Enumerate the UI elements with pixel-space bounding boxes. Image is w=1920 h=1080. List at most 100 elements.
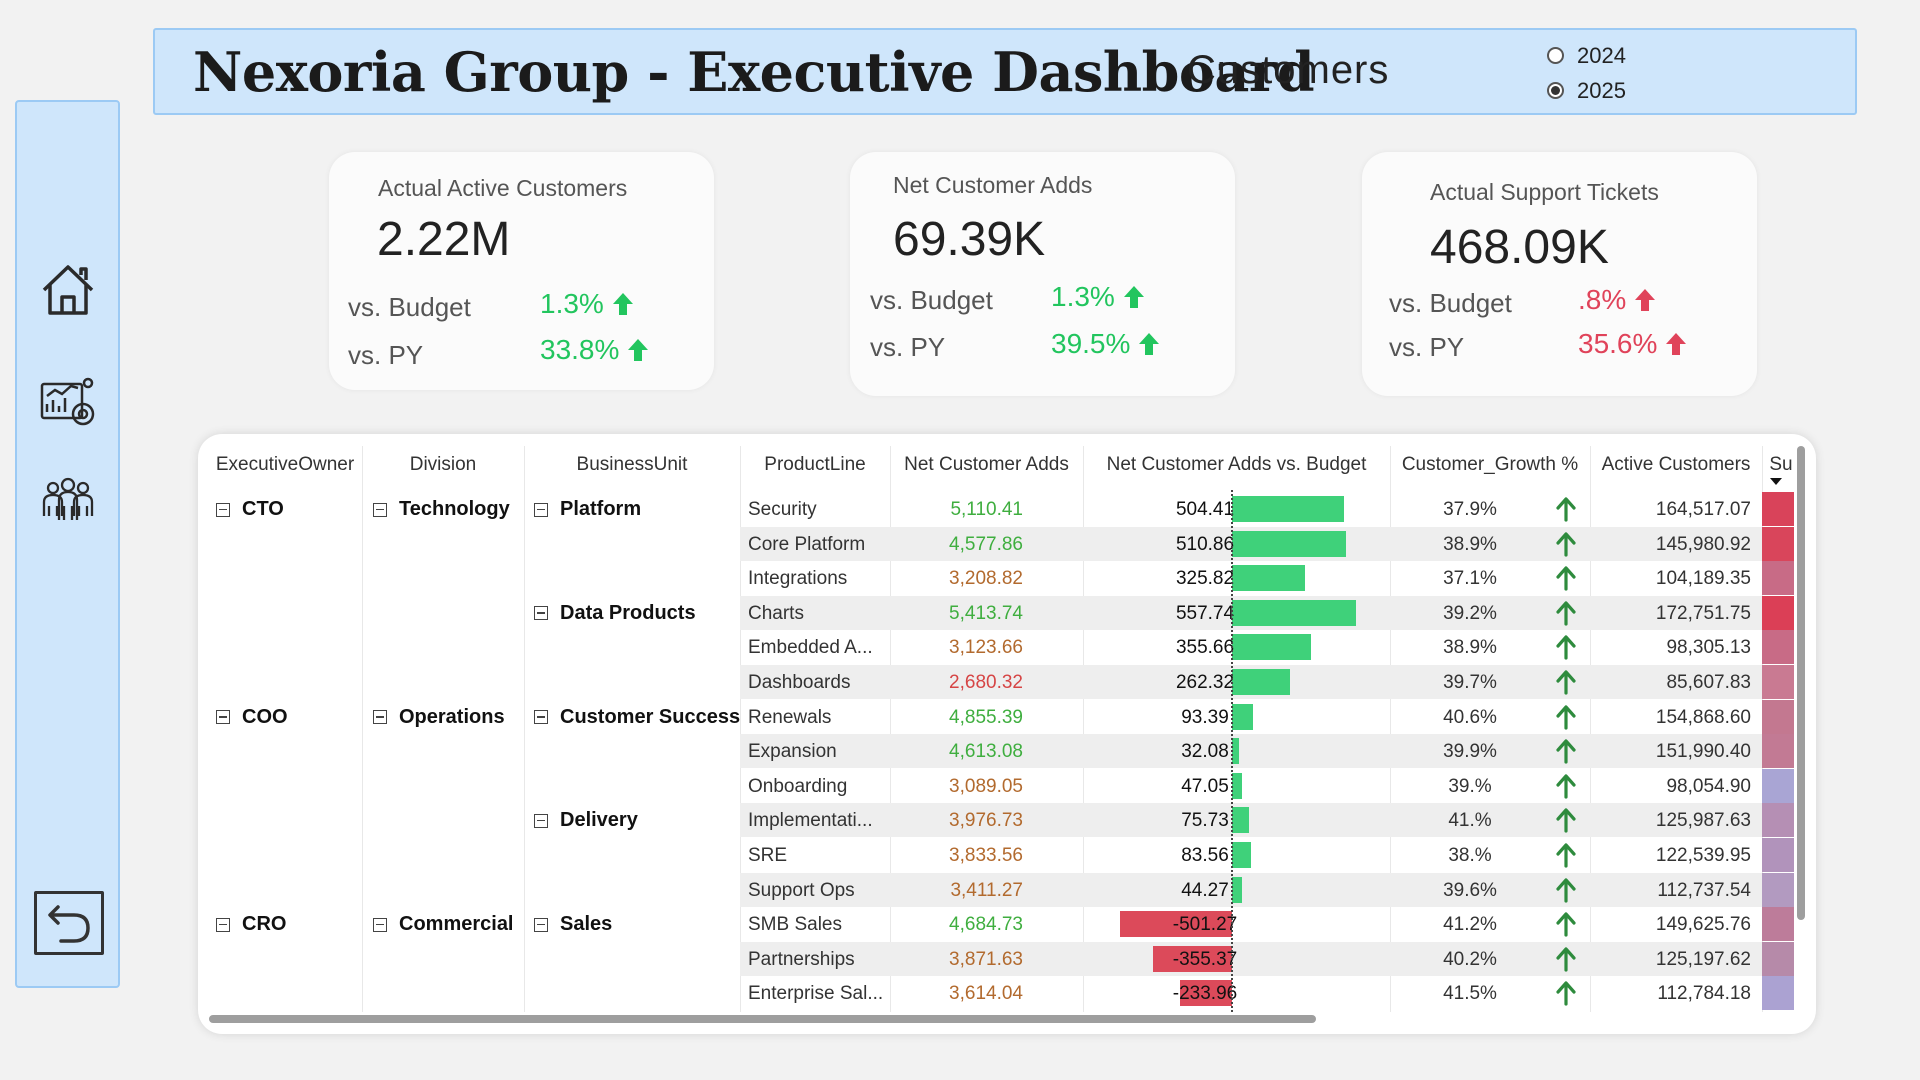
budget-variance-bar bbox=[1232, 807, 1249, 834]
col-header-division[interactable]: Division bbox=[409, 454, 477, 475]
kpi-card-net-adds: Net Customer Adds 69.39K vs. Budget 1.3%… bbox=[850, 152, 1235, 396]
business-unit-group[interactable]: Customer Success bbox=[534, 706, 740, 729]
business-unit-group-label: Delivery bbox=[560, 809, 638, 832]
customer-growth-cell: 38.9% bbox=[1443, 533, 1497, 555]
vertical-scrollbar[interactable] bbox=[1797, 446, 1805, 920]
year-label: 2025 bbox=[1577, 77, 1626, 103]
executive-owner-group[interactable]: CRO bbox=[216, 913, 286, 936]
collapse-minus-icon[interactable] bbox=[216, 917, 230, 932]
division-group-label: Commercial bbox=[399, 913, 514, 936]
growth-up-arrow-icon bbox=[1556, 739, 1576, 764]
home-nav-button[interactable] bbox=[17, 255, 118, 325]
collapse-minus-icon[interactable] bbox=[373, 710, 387, 725]
business-unit-group[interactable]: Data Products bbox=[534, 602, 696, 625]
year-option-2025[interactable]: 2025 bbox=[1547, 73, 1626, 108]
horizontal-scrollbar[interactable] bbox=[209, 1015, 1316, 1023]
customer-growth-cell: 39.7% bbox=[1443, 672, 1497, 693]
people-group-icon bbox=[42, 477, 93, 520]
business-unit-group[interactable]: Sales bbox=[534, 913, 612, 936]
collapse-minus-icon[interactable] bbox=[216, 502, 230, 517]
kpi-py-pct: 35.6% bbox=[1578, 328, 1687, 360]
page-subtitle: Customers bbox=[1187, 48, 1390, 92]
active-customers-cell: 98,305.13 bbox=[1666, 637, 1751, 659]
division-group[interactable]: Operations bbox=[373, 706, 505, 729]
customer-growth-cell: 37.9% bbox=[1443, 499, 1497, 520]
col-header-customer-growth[interactable]: Customer_Growth % bbox=[1401, 454, 1579, 475]
product-line-cell: Dashboards bbox=[748, 672, 851, 693]
growth-up-arrow-icon bbox=[1556, 912, 1576, 937]
division-group[interactable]: Technology bbox=[373, 498, 510, 521]
collapse-minus-icon[interactable] bbox=[373, 502, 387, 517]
net-adds-vs-budget-cell: 557.74 bbox=[1175, 602, 1235, 624]
heat-cell bbox=[1762, 492, 1794, 526]
active-customers-cell: 151,990.40 bbox=[1655, 741, 1751, 763]
growth-up-arrow-icon bbox=[1556, 566, 1576, 591]
col-header-business-unit[interactable]: BusinessUnit bbox=[576, 454, 688, 475]
net-customer-adds-cell: 3,871.63 bbox=[949, 948, 1023, 970]
growth-up-arrow-icon bbox=[1556, 877, 1576, 903]
collapse-minus-icon[interactable] bbox=[534, 710, 548, 725]
sort-descending-icon[interactable] bbox=[1770, 478, 1782, 485]
collapse-minus-icon[interactable] bbox=[534, 917, 548, 932]
customer-growth-cell: 39.2% bbox=[1443, 602, 1497, 624]
col-header-active-customers[interactable]: Active Customers bbox=[1601, 454, 1751, 475]
net-adds-vs-budget-cell: 325.82 bbox=[1175, 568, 1235, 590]
business-unit-group[interactable]: Platform bbox=[534, 498, 641, 521]
kpi-value: 2.22M bbox=[377, 213, 511, 266]
team-nav-button[interactable] bbox=[17, 466, 118, 536]
year-label: 2024 bbox=[1577, 42, 1626, 68]
kpi-title: Actual Active Customers bbox=[378, 175, 628, 201]
business-unit-group-label: Data Products bbox=[560, 601, 696, 624]
analytics-nav-button[interactable] bbox=[17, 368, 118, 438]
back-button[interactable] bbox=[34, 891, 104, 955]
product-line-cell: Integrations bbox=[748, 568, 848, 590]
customer-growth-cell: 39.6% bbox=[1443, 879, 1497, 901]
col-header-net-adds-vs-budget[interactable]: Net Customer Adds vs. Budget bbox=[1106, 454, 1367, 475]
column-divider bbox=[1590, 446, 1591, 1012]
collapse-minus-icon[interactable] bbox=[534, 813, 548, 828]
net-adds-vs-budget-cell: 262.32 bbox=[1175, 672, 1235, 693]
division-group[interactable]: Commercial bbox=[373, 913, 514, 936]
net-customer-adds-cell: 3,089.05 bbox=[949, 775, 1023, 797]
executive-owner-group-label: COO bbox=[242, 705, 288, 728]
kpi-py-pct: 33.8% bbox=[540, 334, 649, 366]
growth-up-arrow-icon bbox=[1556, 635, 1576, 660]
heat-cell bbox=[1762, 838, 1794, 872]
kpi-card-support-tickets: Actual Support Tickets 468.09K vs. Budge… bbox=[1362, 152, 1757, 396]
kpi-title: Net Customer Adds bbox=[893, 172, 1093, 198]
col-header-net-customer-adds[interactable]: Net Customer Adds bbox=[904, 454, 1069, 475]
net-adds-vs-budget-cell: -355.37 bbox=[1172, 948, 1238, 970]
up-arrow-icon bbox=[1123, 286, 1144, 308]
active-customers-cell: 104,189.35 bbox=[1655, 568, 1751, 590]
business-unit-group[interactable]: Delivery bbox=[534, 809, 638, 832]
executive-owner-group[interactable]: CTO bbox=[216, 498, 284, 521]
budget-variance-bar bbox=[1232, 496, 1345, 522]
collapse-minus-icon[interactable] bbox=[216, 710, 230, 725]
kpi-budget-pct: 1.3% bbox=[540, 288, 634, 320]
column-divider bbox=[362, 446, 363, 1012]
collapse-minus-icon[interactable] bbox=[534, 502, 548, 517]
executive-owner-group-label: CRO bbox=[242, 913, 287, 936]
table-row-stripe bbox=[740, 803, 1790, 838]
heat-cell bbox=[1762, 941, 1794, 976]
executive-owner-group[interactable]: COO bbox=[216, 706, 288, 729]
col-header-su[interactable]: Su bbox=[1769, 454, 1793, 475]
col-header-product-line[interactable]: ProductLine bbox=[764, 454, 866, 475]
header-banner: Nexoria Group - Executive Dashboard Cust… bbox=[153, 28, 1857, 115]
year-option-2024[interactable]: 2024 bbox=[1547, 38, 1626, 73]
budget-variance-bar bbox=[1232, 738, 1240, 765]
kpi-value: 468.09K bbox=[1430, 221, 1609, 274]
customer-growth-cell: 37.1% bbox=[1443, 568, 1497, 590]
net-adds-vs-budget-cell: 44.27 bbox=[1181, 879, 1229, 901]
product-line-cell: Embedded A... bbox=[748, 637, 873, 659]
customer-growth-cell: 40.6% bbox=[1443, 706, 1497, 728]
active-customers-cell: 85,607.83 bbox=[1666, 672, 1751, 693]
budget-variance-bar bbox=[1232, 565, 1305, 592]
active-customers-cell: 125,197.62 bbox=[1655, 948, 1751, 970]
collapse-minus-icon[interactable] bbox=[373, 917, 387, 932]
net-customer-adds-cell: 4,613.08 bbox=[949, 741, 1023, 763]
active-customers-cell: 154,868.60 bbox=[1655, 706, 1751, 728]
kpi-py-label: vs. PY bbox=[1389, 332, 1465, 362]
col-header-executive-owner[interactable]: ExecutiveOwner bbox=[215, 454, 355, 475]
collapse-minus-icon[interactable] bbox=[534, 606, 548, 621]
